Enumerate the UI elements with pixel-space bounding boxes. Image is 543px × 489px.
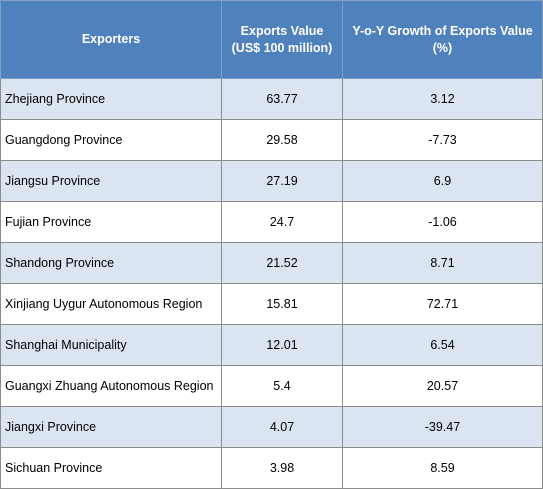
table-row: Jiangxi Province 4.07 -39.47 — [0, 406, 543, 448]
region-cell: Jiangsu Province — [0, 160, 222, 202]
exports-value-cell: 12.01 — [221, 324, 343, 366]
yoy-growth-cell: 8.59 — [342, 447, 543, 489]
table-row: Xinjiang Uygur Autonomous Region 15.81 7… — [0, 283, 543, 325]
header-row: Exporters Exports Value (US$ 100 million… — [0, 0, 543, 79]
header-yoy-growth-line1: Y-o-Y Growth of Exports Value — [352, 23, 533, 38]
exports-value-cell: 27.19 — [221, 160, 343, 202]
exports-value-cell: 21.52 — [221, 242, 343, 284]
header-exports-value-line1: Exports Value — [240, 23, 324, 38]
exports-value-cell: 63.77 — [221, 78, 343, 120]
region-cell: Zhejiang Province — [0, 78, 222, 120]
table-row: Zhejiang Province 63.77 3.12 — [0, 78, 543, 120]
header-exports-value-line2: (US$ 100 million) — [231, 40, 333, 55]
region-cell: Guangdong Province — [0, 119, 222, 161]
region-cell: Xinjiang Uygur Autonomous Region — [0, 283, 222, 325]
header-exports-value: Exports Value (US$ 100 million) — [221, 0, 343, 79]
yoy-growth-cell: 20.57 — [342, 365, 543, 407]
yoy-growth-cell: 72.71 — [342, 283, 543, 325]
yoy-growth-cell: -39.47 — [342, 406, 543, 448]
yoy-growth-cell: 6.9 — [342, 160, 543, 202]
region-cell: Fujian Province — [0, 201, 222, 243]
header-yoy-growth: Y-o-Y Growth of Exports Value (%) — [342, 0, 543, 79]
yoy-growth-cell: -7.73 — [342, 119, 543, 161]
region-cell: Shandong Province — [0, 242, 222, 284]
table-row: Jiangsu Province 27.19 6.9 — [0, 160, 543, 202]
region-cell: Shanghai Municipality — [0, 324, 222, 366]
exports-value-cell: 15.81 — [221, 283, 343, 325]
yoy-growth-cell: 8.71 — [342, 242, 543, 284]
yoy-growth-cell: 6.54 — [342, 324, 543, 366]
exports-value-cell: 29.58 — [221, 119, 343, 161]
region-cell: Guangxi Zhuang Autonomous Region — [0, 365, 222, 407]
table-row: Guangdong Province 29.58 -7.73 — [0, 119, 543, 161]
region-cell: Sichuan Province — [0, 447, 222, 489]
table-row: Sichuan Province 3.98 8.59 — [0, 447, 543, 489]
yoy-growth-cell: 3.12 — [342, 78, 543, 120]
exports-value-cell: 24.7 — [221, 201, 343, 243]
table-row: Guangxi Zhuang Autonomous Region 5.4 20.… — [0, 365, 543, 407]
exports-value-cell: 3.98 — [221, 447, 343, 489]
exports-value-cell: 4.07 — [221, 406, 343, 448]
region-cell: Jiangxi Province — [0, 406, 222, 448]
table-row: Shandong Province 21.52 8.71 — [0, 242, 543, 284]
yoy-growth-cell: -1.06 — [342, 201, 543, 243]
exports-value-cell: 5.4 — [221, 365, 343, 407]
table-row: Shanghai Municipality 12.01 6.54 — [0, 324, 543, 366]
table-row: Fujian Province 24.7 -1.06 — [0, 201, 543, 243]
header-exporters-label: Exporters — [81, 32, 141, 46]
header-yoy-growth-line2: (%) — [432, 40, 453, 55]
header-exporters: Exporters — [0, 0, 222, 79]
